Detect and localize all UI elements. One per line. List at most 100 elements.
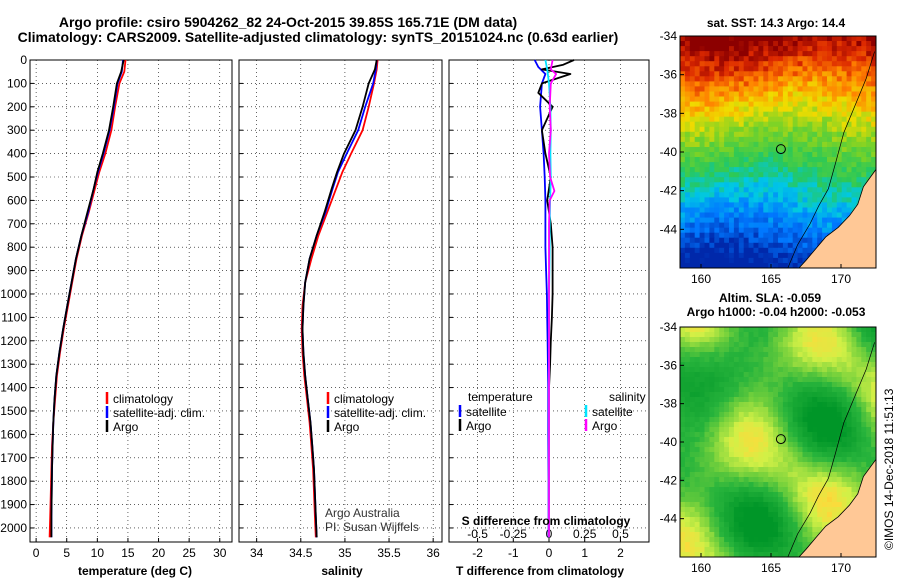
map-cell [694, 192, 701, 198]
map-cell [773, 377, 779, 383]
map-cell [689, 222, 696, 229]
map-cell [812, 157, 818, 163]
map-cell [812, 111, 818, 118]
map-cell [778, 417, 784, 423]
map-cell [822, 507, 828, 513]
map-cell [836, 167, 843, 173]
map-cell [778, 86, 784, 92]
map-cell [802, 527, 808, 533]
map-cell [694, 217, 701, 224]
map-cell [831, 407, 838, 413]
map-cell [753, 462, 759, 468]
map-cell [792, 192, 799, 198]
map-cell [753, 332, 759, 338]
map-cell [758, 86, 764, 92]
map-cell [763, 252, 769, 259]
map-cell [743, 61, 750, 67]
map-cell [753, 111, 759, 118]
map-cell [694, 106, 701, 113]
map-cell [856, 417, 862, 423]
map-cell [802, 46, 808, 52]
map-cell [782, 192, 789, 198]
map-cell [699, 422, 706, 428]
map-cell [841, 422, 848, 428]
map-cell [817, 502, 823, 508]
map-cell [866, 342, 872, 348]
map-cell [827, 392, 833, 398]
map-cell [699, 136, 706, 143]
map-cell [724, 56, 730, 62]
map-cell [714, 152, 720, 158]
map-cell [836, 432, 843, 438]
map-cell [866, 56, 872, 62]
map-cell [782, 537, 789, 543]
map-cell [851, 387, 857, 393]
map-cell [778, 437, 784, 443]
map-cell [787, 357, 794, 363]
map-cell [802, 517, 808, 523]
map-cell [738, 177, 745, 183]
map-cell [797, 207, 804, 214]
map-cell [812, 502, 818, 508]
map-cell [812, 517, 818, 523]
map-cell [797, 263, 804, 268]
map-cell [807, 126, 813, 133]
map-cell [831, 61, 838, 67]
map-cell [738, 452, 745, 458]
map-cell [778, 66, 784, 72]
map-cell [787, 387, 794, 393]
map-cell [797, 427, 804, 433]
map-cell [861, 46, 867, 52]
map-cell [743, 177, 750, 183]
map-cell [822, 141, 828, 148]
map-cell [797, 41, 804, 47]
map-cell [689, 382, 696, 388]
map-cell [817, 372, 823, 378]
map-cell [831, 337, 838, 343]
map-cell [748, 147, 755, 153]
map-cell [856, 71, 862, 77]
map-cell [768, 362, 774, 368]
map-cell [714, 552, 720, 557]
map-cell [748, 332, 755, 338]
map-cell [792, 347, 799, 353]
map-cell [787, 36, 794, 42]
map-cell [743, 547, 750, 553]
map-cell [866, 452, 872, 458]
map-cell [787, 327, 794, 333]
map-cell [851, 66, 857, 72]
map-cell [773, 477, 779, 483]
map-cell [807, 457, 813, 463]
map-cell [733, 81, 740, 87]
map-cell [758, 527, 764, 533]
map-cell [704, 263, 710, 268]
map-cell [797, 437, 804, 443]
map-cell [792, 367, 799, 373]
map-cell [738, 46, 745, 52]
map-cell [709, 487, 715, 493]
map-cell [743, 332, 750, 338]
map-cell [782, 202, 789, 208]
map-cell [704, 362, 710, 368]
map-cell [773, 542, 779, 548]
map-cell [709, 382, 715, 388]
map-cell [827, 141, 833, 148]
map-cell [684, 126, 691, 133]
map-cell [856, 362, 862, 368]
map-cell [807, 212, 813, 219]
map-cell [768, 387, 774, 393]
map-cell [743, 352, 750, 358]
map-cell [836, 141, 843, 148]
map-cell [719, 377, 725, 383]
map-cell [797, 217, 804, 224]
map-cell [733, 412, 740, 418]
map-cell [694, 447, 701, 453]
map-cell [836, 327, 843, 333]
map-cell [733, 152, 740, 158]
map-cell [709, 116, 715, 123]
map-cell [797, 177, 804, 183]
map-cell [861, 126, 867, 133]
map-cell [680, 202, 686, 208]
map-cell [856, 131, 862, 138]
map-cell [684, 222, 691, 229]
